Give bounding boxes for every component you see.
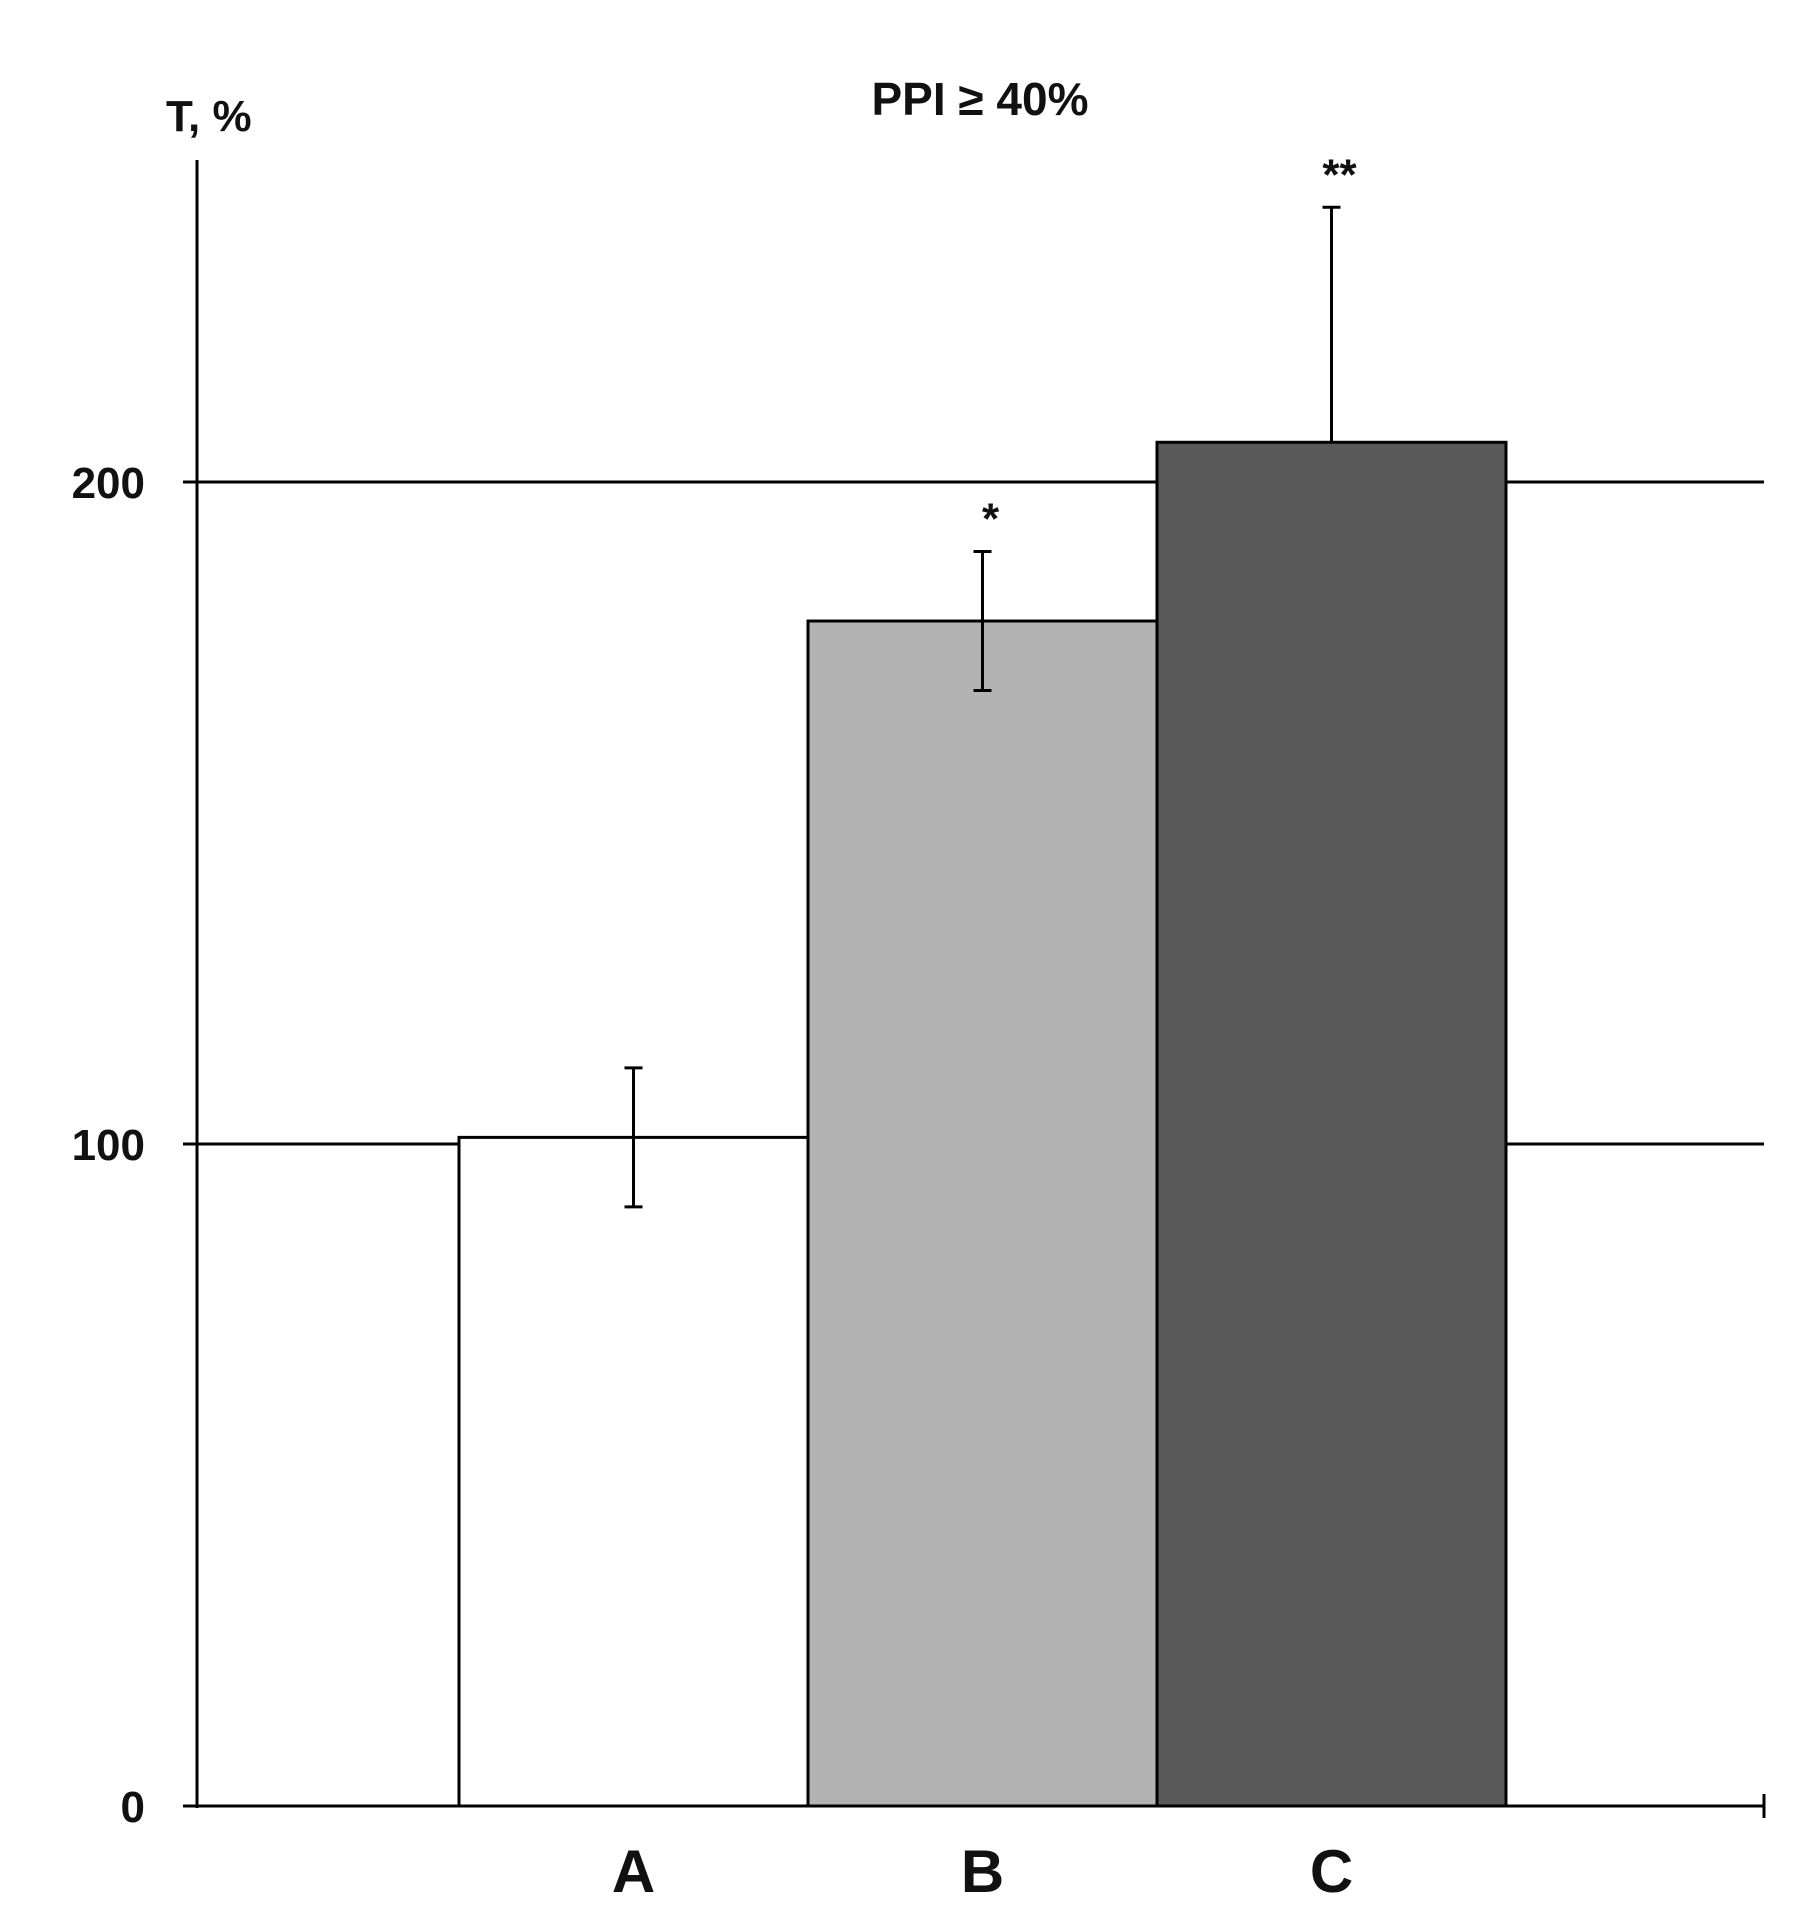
error-bar-C <box>1322 205 1341 443</box>
y-axis-label: T, % <box>166 92 252 141</box>
chart-title: PPI ≥ 40% <box>871 73 1088 125</box>
significance-marker-C: ** <box>1322 150 1357 199</box>
bar-A <box>457 1135 810 1808</box>
y-tick-label-100: 100 <box>72 1121 145 1170</box>
labels: A * B ** C 0 100 200 <box>72 150 1358 1905</box>
significance-marker-B: * <box>982 495 1000 544</box>
y-tick-label-0: 0 <box>121 1783 145 1832</box>
error-bar-A <box>624 1066 643 1209</box>
category-label-C: C <box>1310 1838 1353 1905</box>
bars <box>457 205 1508 1808</box>
y-tick-label-200: 200 <box>72 459 145 508</box>
category-label-B: B <box>961 1838 1004 1905</box>
axes <box>183 160 1766 1818</box>
bar-B <box>806 619 1159 1808</box>
category-label-A: A <box>612 1838 655 1905</box>
bar-C <box>1155 440 1508 1808</box>
error-bar-B <box>973 550 992 693</box>
